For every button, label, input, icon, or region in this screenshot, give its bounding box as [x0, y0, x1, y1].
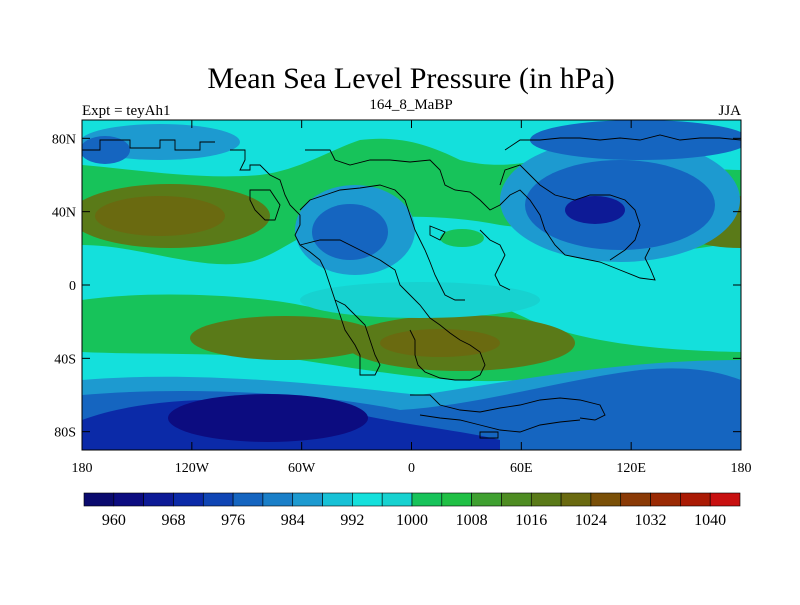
colorbar-swatch: [441, 492, 472, 507]
colorbar-swatch: [262, 492, 294, 507]
colorbar-swatch: [83, 492, 115, 507]
south-pacific-high: [190, 316, 380, 360]
asian-low-core: [565, 196, 625, 224]
colorbar-swatch: [680, 492, 711, 507]
north-pacific-high-core: [95, 196, 225, 236]
colorbar-label: 1032: [635, 512, 667, 529]
colorbar-label: 960: [102, 512, 126, 529]
southern-ocean-low-core: [168, 394, 368, 442]
colorbar-swatch: [292, 492, 323, 507]
colorbar-label: 1016: [515, 512, 547, 529]
colorbar-swatch: [352, 492, 383, 507]
x-tick-label: 60E: [510, 461, 533, 476]
mediterranean-high: [440, 229, 484, 247]
colorbar-swatch: [530, 492, 562, 507]
colorbar-swatch: [650, 492, 681, 507]
colorbar-label: 968: [161, 512, 185, 529]
colorbar-swatch: [560, 492, 592, 507]
subtitle-right: JJA: [718, 103, 741, 119]
x-tick-label: 180: [731, 461, 752, 476]
x-axis: 180 120W 60W 0 60E 120E 180: [72, 120, 752, 476]
subtitle-center: 164_8_MaBP: [369, 97, 452, 113]
colorbar-swatch: [501, 492, 532, 507]
y-tick-label: 80N: [52, 132, 76, 147]
contour-field: [82, 120, 741, 450]
colorbar-swatch: [322, 492, 353, 507]
colorbar-label: 1000: [396, 512, 428, 529]
southern-tropical-low-band: [300, 282, 540, 318]
x-tick-label: 60W: [288, 461, 316, 476]
colorbar-swatch: [113, 492, 144, 507]
colorbar-label: 1024: [575, 512, 607, 529]
colorbar-swatch: [471, 492, 502, 507]
colorbar-label: 1040: [694, 512, 726, 529]
y-tick-label: 80S: [54, 426, 76, 441]
x-tick-label: 120W: [175, 461, 210, 476]
chart-title: Mean Sea Level Pressure (in hPa): [207, 62, 614, 95]
colorbar-swatch: [709, 492, 741, 507]
colorbar-swatch: [143, 492, 174, 507]
y-tick-label: 0: [69, 279, 76, 294]
colorbar-swatch: [381, 492, 413, 507]
colorbar-label: 984: [281, 512, 305, 529]
atlantic-low: [312, 204, 388, 260]
colorbar-label: 976: [221, 512, 245, 529]
x-tick-label: 180: [72, 461, 93, 476]
colorbar-swatch: [202, 492, 234, 507]
colorbar-swatch: [411, 492, 443, 507]
coastline: [82, 134, 741, 439]
y-tick-label: 40S: [54, 352, 76, 367]
south-hemisphere-high-core: [380, 329, 500, 357]
subtitle-left: Expt = teyAh1: [82, 103, 170, 119]
x-tick-label: 120E: [616, 461, 646, 476]
arctic-low-small: [82, 136, 130, 164]
colorbar-swatch: [232, 492, 264, 507]
colorbar-label: 992: [340, 512, 364, 529]
y-axis: 80N 40N 0 40S 80S: [52, 132, 741, 441]
colorbar-label: 1008: [456, 512, 488, 529]
colorbar-swatch: [620, 492, 651, 507]
colorbar: 960 968 976 984 992 1000 1008 1016 1024 1032 1040: [83, 492, 741, 529]
colorbar-swatch: [590, 492, 622, 507]
y-tick-label: 40N: [52, 206, 76, 221]
colorbar-swatch: [173, 492, 204, 507]
x-tick-label: 0: [408, 461, 415, 476]
